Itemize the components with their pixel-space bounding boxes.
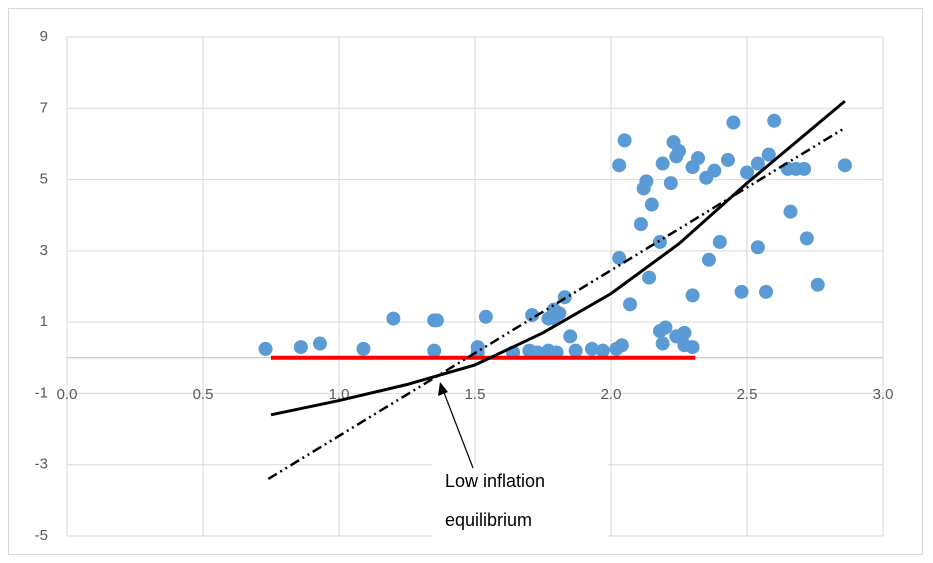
y-tick-label: -3 xyxy=(35,456,48,473)
point xyxy=(642,270,657,285)
point xyxy=(427,343,442,358)
marks xyxy=(258,100,852,481)
point xyxy=(799,231,814,246)
point xyxy=(478,309,493,324)
point xyxy=(356,341,371,356)
curve xyxy=(270,100,846,417)
point xyxy=(633,217,648,232)
point xyxy=(541,311,556,326)
x-tick-label: 2.5 xyxy=(737,386,758,403)
point xyxy=(612,158,627,173)
point xyxy=(623,297,638,312)
y-tick-label: 9 xyxy=(40,28,48,45)
point xyxy=(612,250,627,265)
point xyxy=(685,340,700,355)
point xyxy=(701,252,716,267)
point xyxy=(584,341,599,356)
point xyxy=(672,144,686,159)
point xyxy=(525,308,540,323)
point xyxy=(759,284,774,299)
arrow-head xyxy=(438,382,448,396)
point xyxy=(429,313,444,328)
point xyxy=(761,147,776,162)
point xyxy=(386,311,401,326)
annotation-box xyxy=(432,464,608,542)
x-tick-label: 3.0 xyxy=(873,386,894,403)
point xyxy=(734,284,749,299)
point xyxy=(258,341,273,356)
point xyxy=(691,151,706,166)
annotation: Low inflation xyxy=(445,471,545,491)
y-tick-label: -1 xyxy=(35,384,48,401)
point xyxy=(595,343,610,358)
y-tick-label: -5 xyxy=(35,527,48,544)
point xyxy=(783,204,798,219)
point xyxy=(293,340,308,355)
x-tick-label: 1.5 xyxy=(465,386,486,403)
y-tick-label: 5 xyxy=(40,171,48,188)
point xyxy=(767,113,782,128)
point xyxy=(639,174,654,189)
point xyxy=(655,336,670,351)
point xyxy=(677,325,692,340)
point xyxy=(740,165,754,180)
point xyxy=(750,240,765,255)
annotation: equilibrium xyxy=(445,510,532,530)
point xyxy=(750,156,765,171)
y-tick-label: 1 xyxy=(40,313,48,330)
point xyxy=(720,152,735,167)
annotation-arrow xyxy=(442,389,474,469)
point xyxy=(644,197,659,212)
curve xyxy=(267,126,846,481)
point xyxy=(552,306,567,321)
chart-frame xyxy=(8,8,923,555)
point xyxy=(614,338,629,353)
point xyxy=(663,176,678,191)
point xyxy=(685,288,700,303)
point xyxy=(617,133,632,148)
y-tick-label: 7 xyxy=(40,99,48,116)
point xyxy=(726,115,741,130)
x-tick-label: 2.0 xyxy=(601,386,622,403)
point xyxy=(568,343,583,358)
point xyxy=(837,158,852,173)
point xyxy=(312,336,327,351)
point xyxy=(563,329,578,344)
point xyxy=(655,156,670,171)
y-tick-label: 3 xyxy=(40,242,48,259)
point xyxy=(797,161,812,176)
point xyxy=(707,163,722,178)
point xyxy=(810,277,825,292)
x-tick-label: 0.5 xyxy=(193,386,214,403)
point xyxy=(658,320,673,335)
x-tick-label: 0.0 xyxy=(57,386,78,403)
point xyxy=(712,234,727,249)
